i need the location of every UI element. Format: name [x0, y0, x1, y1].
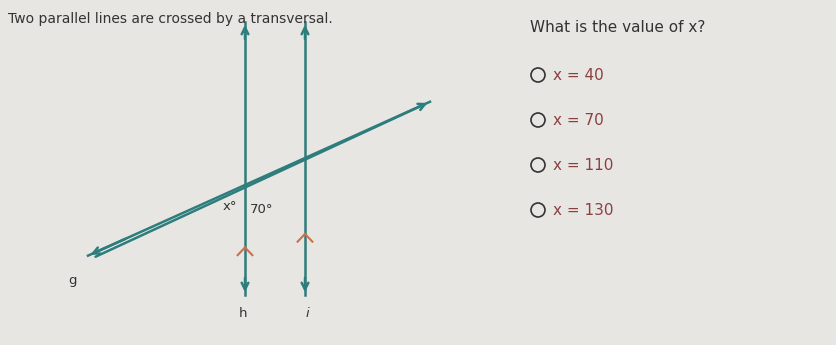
Text: h: h [238, 307, 247, 320]
Text: x = 130: x = 130 [553, 203, 613, 217]
Text: x = 70: x = 70 [553, 112, 603, 128]
Text: i: i [305, 307, 308, 320]
Text: x°: x° [222, 200, 237, 213]
Text: What is the value of x?: What is the value of x? [529, 20, 705, 35]
Text: x = 40: x = 40 [553, 68, 603, 82]
Text: 70°: 70° [250, 203, 273, 216]
Text: g: g [69, 274, 77, 287]
Text: Two parallel lines are crossed by a transversal.: Two parallel lines are crossed by a tran… [8, 12, 333, 26]
Text: x = 110: x = 110 [553, 158, 613, 172]
